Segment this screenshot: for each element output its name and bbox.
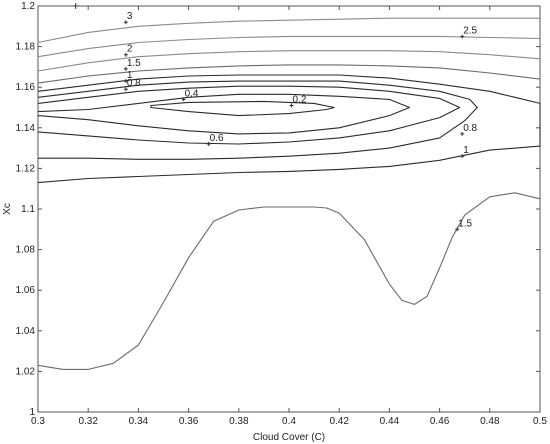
- x-axis-label: Cloud Cover (C): [253, 432, 325, 443]
- contour-lines: [37, 17, 541, 370]
- contour-line-0-4: [37, 93, 411, 135]
- contour-label: 0.8: [463, 123, 477, 134]
- y-tick-label: 1.2: [21, 1, 35, 12]
- contour-label-marker: [181, 97, 186, 102]
- plus-marker: [72, 3, 79, 9]
- x-tick-label: 0.48: [480, 416, 500, 427]
- x-tick-label: 0.44: [380, 416, 400, 427]
- contour-label-marker: [206, 142, 211, 147]
- contour-label: 1: [463, 145, 469, 156]
- y-tick-label: 1.06: [16, 285, 36, 296]
- x-tick-label: 0.36: [179, 416, 199, 427]
- x-tick-label: 0.46: [430, 416, 450, 427]
- contour-line-1-5: [37, 64, 541, 84]
- contour-label-marker: [460, 154, 465, 159]
- y-tick-label: 1.02: [16, 366, 36, 377]
- y-axis-label: Χc: [2, 203, 13, 215]
- contour-label: 0.2: [293, 94, 307, 105]
- x-tick-label: 0.5: [533, 416, 547, 427]
- contour-label: 2.5: [463, 25, 477, 36]
- contour-label-marker: [455, 227, 460, 232]
- contour-label: 2: [127, 44, 133, 55]
- contour-line-1: [37, 74, 541, 184]
- contour-line-0-8: [37, 80, 478, 160]
- contour-label: 0.8: [127, 78, 141, 89]
- contour-label: 0.6: [210, 133, 224, 144]
- x-tick-label: 0.3: [31, 416, 45, 427]
- contour-label: 1.5: [127, 58, 141, 69]
- contour-label: 3: [127, 11, 133, 22]
- axis-ticks: 0.3 0.32 0.34 0.36 0.38 0.4 0.42 0.44 0.46 0.48 0.…: [16, 1, 548, 427]
- contour-label-marker: [289, 103, 294, 108]
- y-tick-label: 1.1: [21, 204, 35, 215]
- contour-label-marker: [123, 20, 128, 25]
- y-tick-label: 1.04: [16, 326, 36, 337]
- y-tick-label: 1.12: [16, 163, 36, 174]
- contour-line-1-5: [37, 192, 541, 370]
- contour-label: 0.4: [185, 88, 199, 99]
- x-tick-label: 0.32: [78, 416, 98, 427]
- contour-label-marker: [123, 52, 128, 57]
- y-tick-label: 1: [29, 407, 35, 418]
- x-tick-label: 0.42: [329, 416, 349, 427]
- y-tick-label: 1.14: [16, 123, 36, 134]
- contour-line-2: [37, 50, 541, 72]
- contour-label-marker: [123, 66, 128, 71]
- contour-line-0-2: [150, 100, 335, 117]
- contour-label-marker: [460, 131, 465, 136]
- contour-label: 1: [127, 70, 133, 81]
- contour-line-2-5: [37, 35, 541, 58]
- x-tick-label: 0.38: [229, 416, 249, 427]
- y-tick-label: 1.16: [16, 82, 36, 93]
- contour-label-marker: [460, 34, 465, 39]
- x-tick-label: 0.34: [129, 416, 149, 427]
- contour-label-marker: [123, 79, 128, 84]
- contour-line-3: [37, 17, 540, 44]
- plot-area: [37, 5, 541, 413]
- contour-line-0-6: [37, 85, 461, 145]
- contour-label-marker: [123, 87, 128, 92]
- x-tick-label: 0.4: [282, 416, 296, 427]
- y-tick-label: 1.18: [16, 42, 36, 53]
- contour-label: 1.5: [458, 218, 472, 229]
- y-tick-label: 1.08: [16, 245, 36, 256]
